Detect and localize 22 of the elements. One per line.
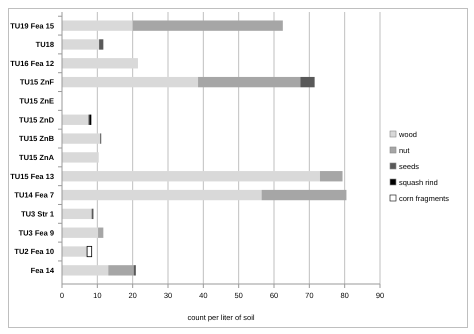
bar <box>62 20 133 31</box>
bar <box>198 76 300 88</box>
bar <box>62 208 92 220</box>
bar <box>62 171 320 182</box>
bar <box>86 246 92 258</box>
bar <box>320 171 343 182</box>
bar <box>62 133 100 144</box>
bar <box>99 39 104 50</box>
bar <box>62 228 98 238</box>
bar <box>62 76 198 88</box>
bar <box>132 20 283 31</box>
bar <box>262 190 346 200</box>
bar <box>62 246 88 257</box>
bar <box>62 39 100 50</box>
bar <box>62 190 262 200</box>
bar <box>62 265 108 276</box>
bar <box>62 114 88 125</box>
bar <box>300 76 315 88</box>
bar <box>98 228 104 238</box>
bar <box>62 152 99 163</box>
bar <box>62 58 138 68</box>
bar <box>108 265 134 276</box>
